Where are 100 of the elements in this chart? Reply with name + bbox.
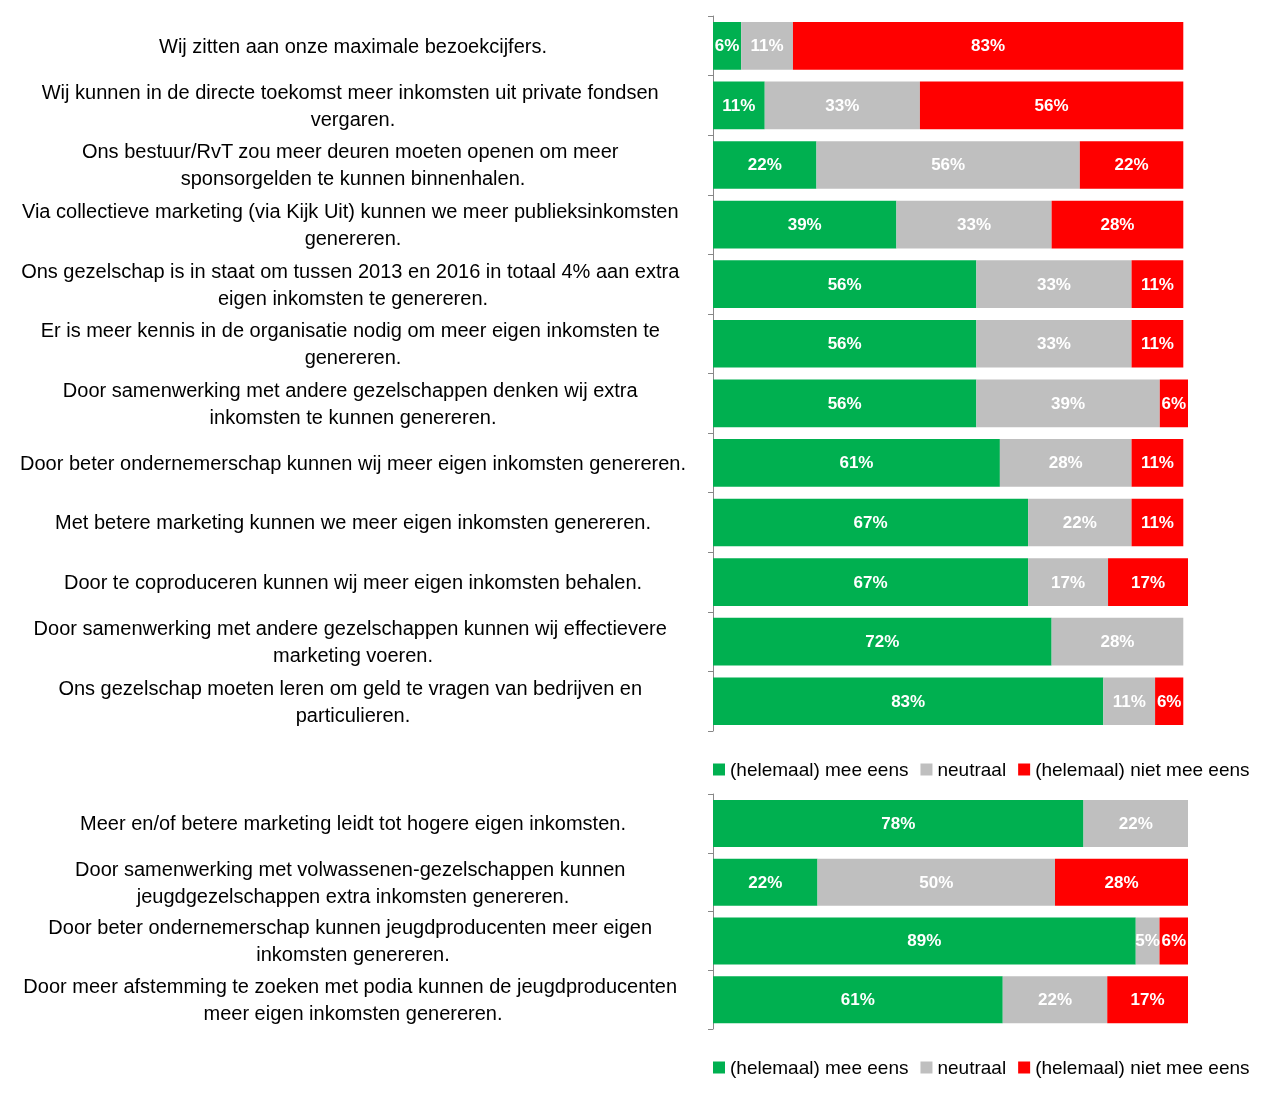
legend-label: (helemaal) niet mee eens: [1035, 759, 1250, 780]
data-label: 56%: [827, 334, 862, 354]
bar: [792, 21, 1184, 70]
bar: [713, 976, 1003, 1024]
data-label: 6%: [1161, 393, 1187, 413]
y-tick-label: Door te coproduceren kunnen wij meer eigen inkomsten behalen.: [63, 571, 643, 594]
data-label: 11%: [1140, 334, 1174, 354]
bar: [1002, 976, 1108, 1024]
y-tick-label: Ons bestuur/RvT zou meer deuren moeten openen om meer sponsorgelden te kunnen binnenhalen.: [81, 140, 625, 190]
bar: [1103, 677, 1156, 726]
bar: [741, 21, 793, 70]
legend-label: (helemaal) niet mee eens: [1035, 1057, 1250, 1078]
legend-label: neutraal: [937, 759, 1007, 780]
data-label: 17%: [1131, 572, 1166, 592]
data-label: 39%: [787, 215, 822, 235]
data-label: 11%: [750, 36, 784, 56]
data-label: 11%: [1140, 512, 1174, 532]
data-label: 83%: [971, 36, 1006, 56]
bar: [713, 200, 897, 249]
bar: [1079, 141, 1184, 189]
bar: [1051, 617, 1184, 666]
data-label: 6%: [1156, 691, 1182, 711]
y-tick-label: Door samenwerking met andere gezelschappen denken wij extra inkomsten te kunnen genereren.: [62, 378, 644, 428]
legend-label: neutraal: [937, 1057, 1007, 1078]
data-label: 56%: [931, 155, 966, 175]
bar: [713, 677, 1104, 726]
data-label: 11%: [1140, 274, 1174, 294]
data-label: 11%: [1112, 691, 1146, 711]
y-tick-label: Met betere marketing kunnen we meer eigen inkomsten genereren.: [55, 511, 651, 534]
data-label: 22%: [748, 872, 783, 892]
data-label: 67%: [853, 512, 888, 532]
data-label: 72%: [865, 632, 900, 652]
bar: [713, 799, 1084, 847]
bar: [896, 200, 1052, 249]
bar: [817, 858, 1055, 906]
y-tick-label: Via collectieve marketing (via Kijk Uit) kunnen we meer publieksinkomsten genereren.: [21, 200, 685, 250]
bar: [713, 319, 977, 368]
bar: [713, 558, 1029, 606]
data-label: 61%: [839, 453, 874, 473]
data-label: 61%: [840, 990, 875, 1010]
data-label: 28%: [1104, 872, 1139, 892]
data-label: 6%: [714, 36, 740, 56]
data-label: 33%: [957, 215, 992, 235]
data-label: 78%: [881, 813, 916, 833]
bar: [1107, 976, 1188, 1024]
y-tick-label: Ons gezelschap moeten leren om geld te vragen van bedrijven en particulieren.: [58, 676, 648, 726]
bar: [976, 379, 1160, 428]
bar: [976, 319, 1132, 368]
bar: [1083, 799, 1188, 847]
bar: [1055, 858, 1188, 906]
bar: [919, 81, 1184, 130]
bar: [1131, 319, 1184, 368]
bar: [976, 260, 1132, 308]
bar: [713, 917, 1136, 965]
data-label: 33%: [1036, 334, 1071, 354]
data-label: 22%: [1118, 813, 1153, 833]
bar: [713, 617, 1052, 666]
y-tick-label: Wij kunnen in de directe toekomst meer inkomsten uit private fondsen vergaren.: [41, 80, 665, 130]
y-tick-label: Door samenwerking met andere gezelschappen kunnen wij effectievere marketing voeren.: [33, 617, 673, 667]
bar: [1131, 260, 1184, 308]
data-label: 67%: [853, 572, 888, 592]
y-tick-label: Door beter ondernemerschap kunnen wij meer eigen inkomsten genereren.: [20, 451, 686, 474]
data-label: 22%: [747, 155, 782, 175]
data-label: 56%: [1034, 95, 1069, 115]
data-label: 28%: [1100, 632, 1135, 652]
y-tick-label: Door samenwerking met volwassenen-gezelschappen kunnen jeugdgezelschappen extra inkomsten genereren.: [75, 857, 631, 907]
bar: [1028, 498, 1132, 547]
y-tick-label: Ons gezelschap is in staat om tussen 2013 en 2016 in totaal 4% aan extra eigen inkomsten te genereren.: [21, 259, 685, 309]
y-tick-label: Er is meer kennis in de organisatie nodig om meer eigen inkomsten te genereren.: [40, 319, 666, 369]
data-label: 83%: [891, 691, 926, 711]
data-label: 50%: [919, 872, 954, 892]
bar: [1028, 558, 1109, 606]
data-label: 28%: [1100, 215, 1135, 235]
bar: [713, 379, 977, 428]
bar: [1108, 558, 1188, 606]
y-tick-label: Meer en/of betere marketing leidt tot hogere eigen inkomsten.: [80, 812, 626, 835]
data-label: 6%: [1161, 931, 1187, 951]
bar: [713, 260, 977, 308]
bar: [713, 858, 818, 906]
bar: [816, 141, 1080, 189]
data-label: 22%: [1037, 990, 1073, 1010]
data-label: 22%: [1114, 155, 1149, 175]
data-label: 11%: [1140, 453, 1174, 473]
y-tick-label: Wij zitten aan onze maximale bezoekcijfers.: [159, 34, 547, 57]
bar: [1051, 200, 1184, 249]
data-label: 33%: [1036, 274, 1071, 294]
bar: [713, 141, 817, 189]
bar: [713, 498, 1029, 547]
data-label: 11%: [722, 95, 756, 115]
bar: [713, 439, 1000, 487]
bar: [764, 81, 920, 130]
legend-label: (helemaal) mee eens: [730, 1057, 909, 1078]
data-label: 17%: [1051, 572, 1086, 592]
data-label: 39%: [1051, 393, 1086, 413]
data-label: 28%: [1048, 453, 1083, 473]
bar: [999, 439, 1132, 487]
data-label: 33%: [825, 95, 860, 115]
data-label: 56%: [827, 393, 862, 413]
y-tick-label: Door meer afstemming te zoeken met podia kunnen de jeugdproducenten meer eigen inkomsten genereren.: [23, 975, 683, 1025]
legend-label: (helemaal) mee eens: [730, 759, 909, 780]
